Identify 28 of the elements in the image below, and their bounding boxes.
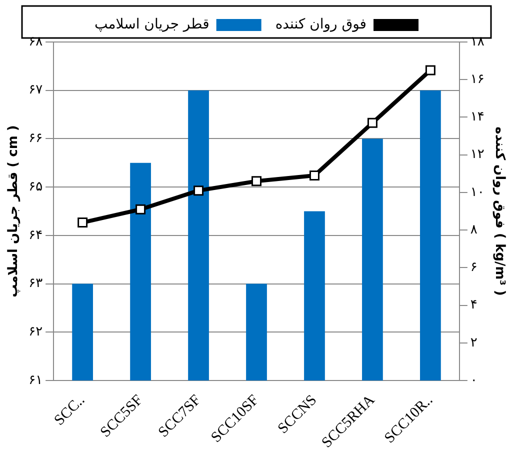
y-tick-label: ۶۱ <box>28 372 43 388</box>
point <box>252 176 262 186</box>
y2-tick-label: ۱۰ <box>470 184 484 200</box>
y-tick-label: ۶۵ <box>28 179 43 194</box>
x-tick-label: SCC.. <box>52 392 88 429</box>
point <box>367 118 378 128</box>
y2-tick-label: ۱۴ <box>470 110 484 125</box>
y2-axis-title: فوق روان کننده ( kg/m³ ) <box>492 126 507 296</box>
y-tick-label: ۶۳ <box>28 276 43 292</box>
y-tick-label: ۶۴ <box>28 228 43 243</box>
point <box>194 186 204 196</box>
y-axis-title: قطر جریان اسلامپ ( cm ) <box>6 125 22 298</box>
y-tick-label: ۶۷ <box>28 82 43 98</box>
point <box>78 218 88 228</box>
y2-tick-label: ۴ <box>470 298 478 313</box>
legend-label: فوق روان کننده <box>275 16 367 33</box>
y2-tick-label: ۱۶ <box>470 72 484 87</box>
y-tick-label: ۶۲ <box>28 324 43 340</box>
y2-tick-label: ۱۲ <box>470 147 484 162</box>
legend-label: قطر جریان اسلامپ <box>94 16 210 33</box>
point <box>136 204 146 214</box>
y2-tick-label: ۸ <box>470 222 478 238</box>
y2-tick-label: ۰ <box>470 372 478 388</box>
point <box>309 170 320 181</box>
y2-tick-label: ۶ <box>470 260 478 276</box>
y2-tick-label: ۲ <box>470 335 478 350</box>
y-tick-label: ۶۶ <box>28 131 43 146</box>
point <box>425 65 436 76</box>
